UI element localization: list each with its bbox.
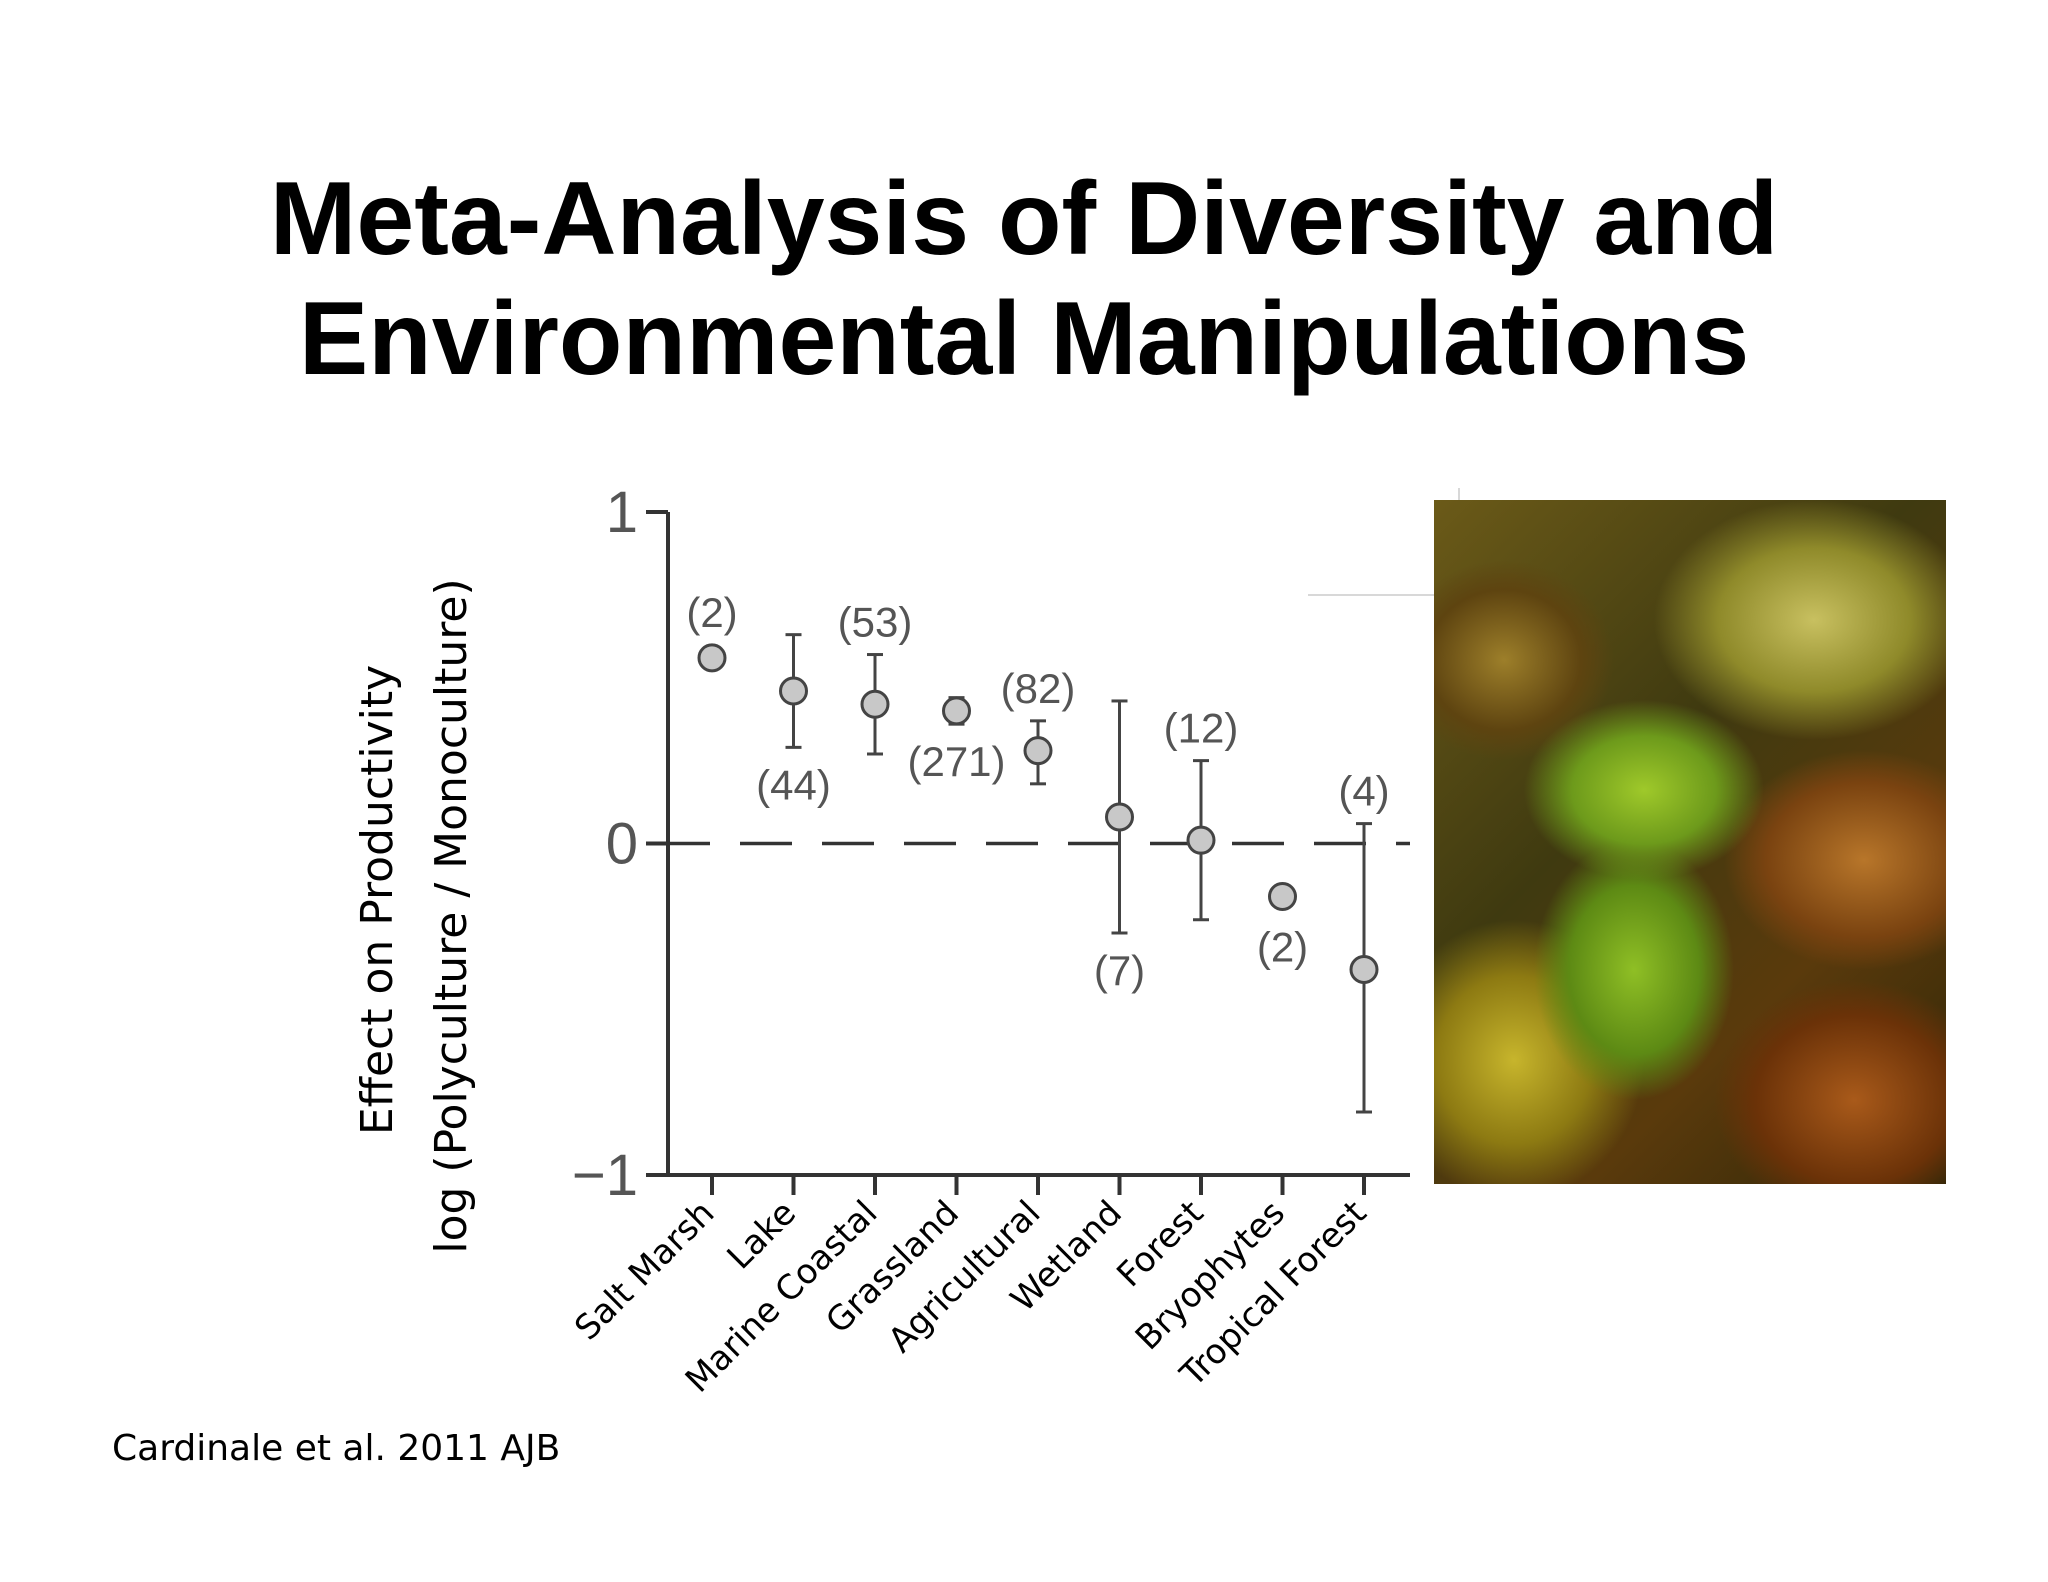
y-axis-label-line-1: Effect on Productivity (352, 664, 403, 1136)
sample-size-label: (271) (907, 738, 1005, 785)
seaweed-photo (1434, 500, 1946, 1184)
data-point (697, 643, 727, 673)
y-tick-label: 1 (606, 480, 638, 545)
data-point (779, 676, 808, 706)
sample-size-label: (2) (686, 589, 737, 636)
category-label: Salt Marsh (567, 1193, 722, 1348)
data-point (1105, 802, 1134, 832)
sample-size-label: (82) (1001, 665, 1076, 712)
data-point (1268, 882, 1297, 912)
sample-size-label: (53) (838, 599, 913, 646)
slide-title-line-2: Environmental Manipulations (298, 281, 1750, 397)
y-tick-label: −1 (572, 1143, 638, 1208)
sample-size-label: (7) (1094, 947, 1145, 994)
data-point (1023, 736, 1053, 766)
sample-size-label: (4) (1338, 768, 1389, 815)
y-axis-label-line-2: log (Polyculture / Monoculture) (426, 578, 477, 1254)
sample-size-label: (2) (1257, 924, 1308, 971)
slide-title-line-1: Meta-Analysis of Diversity and (269, 161, 1779, 277)
data-point (1349, 954, 1379, 984)
data-point (860, 689, 890, 719)
citation-text: Cardinale et al. 2011 AJB (112, 1428, 561, 1469)
data-point (1186, 825, 1216, 855)
sample-size-label: (12) (1164, 705, 1239, 752)
sample-size-label: (44) (756, 761, 831, 808)
y-tick-label: 0 (606, 812, 638, 877)
data-point (942, 696, 971, 726)
